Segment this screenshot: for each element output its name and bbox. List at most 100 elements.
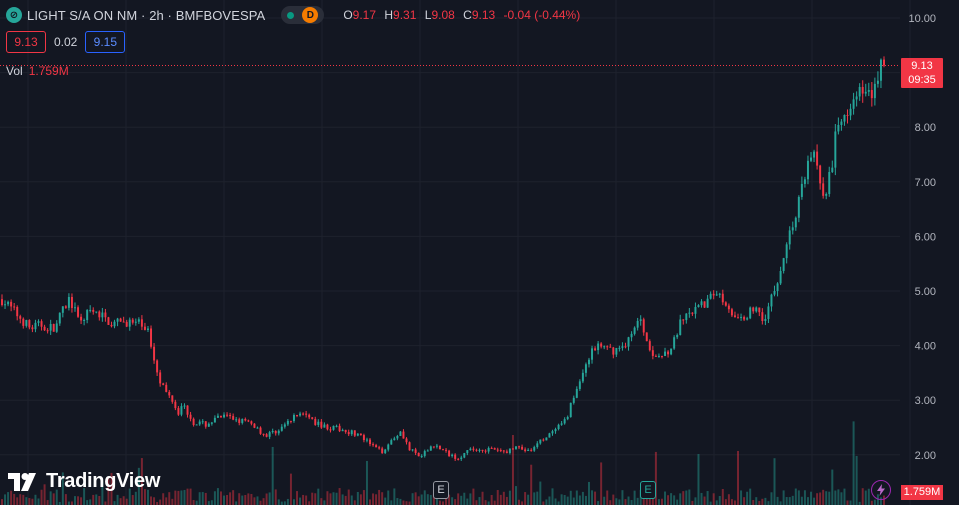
candle-body [691, 312, 694, 314]
volume-legend[interactable]: Vol 1.759M [6, 64, 69, 78]
volume-bar [134, 491, 137, 505]
candle-body [651, 350, 654, 356]
volume-bar [207, 501, 210, 505]
volume-bar [329, 493, 332, 505]
candle-body [587, 359, 590, 365]
candle-body [712, 293, 715, 296]
volume-bar [131, 495, 134, 505]
candle-body [463, 453, 466, 458]
volume-bar [37, 498, 40, 505]
candle-body [484, 450, 487, 452]
candle-body [77, 307, 80, 317]
candle-body [244, 418, 247, 421]
candle-body [405, 438, 408, 443]
candle-body [770, 294, 773, 307]
tradingview-logo[interactable]: TradingView [8, 470, 160, 493]
earnings-event-marker[interactable]: E [640, 481, 656, 499]
candle-body [621, 346, 624, 348]
symbol-legend: ⊘ LIGHT S/A ON NM · 2h · BMFBOVESPA D O9… [6, 6, 580, 24]
volume-bar [353, 500, 356, 505]
symbol-title[interactable]: LIGHT S/A ON NM · 2h · BMFBOVESPA [27, 7, 266, 23]
candle-body [286, 420, 289, 425]
volume-bar [125, 498, 128, 505]
candle-body [344, 429, 347, 433]
candle-body [174, 401, 177, 409]
volume-bar [633, 490, 636, 505]
candle-body [645, 332, 648, 342]
volume-bar [25, 497, 28, 505]
candle-body [499, 450, 502, 452]
candle-body [527, 449, 530, 452]
volume-bar [165, 497, 168, 505]
candle-body [168, 391, 171, 396]
volume-bar [487, 501, 490, 505]
volume-bar [153, 497, 156, 505]
candle-body [235, 419, 238, 421]
volume-bar [162, 493, 165, 505]
candle-body [223, 414, 226, 418]
volume-bar [13, 493, 16, 505]
volume-bar [578, 495, 581, 505]
candle-body [560, 423, 563, 425]
candle-body [253, 423, 256, 428]
volume-bar [697, 454, 700, 505]
volume-bar [761, 498, 764, 505]
volume-bar [861, 488, 864, 505]
volume-bar [502, 491, 505, 505]
candle-body [49, 323, 52, 331]
candle-body [861, 87, 864, 94]
candle-body [280, 426, 283, 431]
candle-body [703, 301, 706, 308]
candle-body [563, 419, 566, 424]
volume-bar [219, 491, 222, 505]
market-status-pill[interactable]: D [281, 6, 325, 24]
candle-body [98, 311, 101, 318]
sell-button[interactable]: 9.13 [6, 31, 46, 53]
candle-body [238, 419, 241, 423]
candle-body [870, 90, 873, 99]
volume-bar [603, 496, 606, 505]
symbol-logo-icon[interactable]: ⊘ [6, 7, 22, 23]
delay-badge[interactable]: D [302, 7, 319, 23]
candle-body [335, 425, 338, 427]
volume-bar [320, 498, 323, 505]
candle-body [849, 108, 852, 116]
candle-body [10, 301, 13, 307]
candle-body [86, 310, 89, 321]
candle-body [390, 440, 393, 445]
candle-body [4, 304, 7, 306]
candle-body [752, 307, 755, 312]
candle-body [362, 435, 365, 441]
volume-bar [475, 500, 478, 505]
volume-bar [226, 495, 229, 505]
volume-bar [113, 501, 116, 505]
volume-bar [569, 490, 572, 505]
volume-bar [448, 494, 451, 505]
volume-bar [648, 495, 651, 505]
candle-body [685, 313, 688, 321]
ohlc-values: O9.17 H9.31 L9.08 C9.13 -0.04 (-0.44%) [338, 8, 580, 22]
buy-button[interactable]: 9.15 [85, 31, 126, 53]
volume-bar [34, 494, 37, 505]
candle-body [189, 414, 192, 419]
candle-body [445, 449, 448, 451]
volume-bar [362, 490, 365, 505]
open-value: 9.17 [352, 8, 377, 22]
candle-body [591, 348, 594, 360]
candle-body [636, 320, 639, 328]
volume-bar [706, 491, 709, 505]
candle-body [320, 421, 323, 428]
candle-body [627, 337, 630, 347]
volume-bar [253, 497, 256, 505]
candle-body [481, 449, 484, 451]
low-value: 9.08 [431, 8, 455, 22]
volume-bar [146, 489, 149, 505]
candle-body [329, 429, 332, 431]
lightning-icon[interactable] [871, 480, 891, 500]
volume-bar [159, 499, 162, 505]
candle-body [883, 59, 885, 66]
candle-body [128, 319, 131, 327]
earnings-event-marker[interactable]: E [433, 481, 449, 499]
volume-bar [785, 497, 788, 505]
